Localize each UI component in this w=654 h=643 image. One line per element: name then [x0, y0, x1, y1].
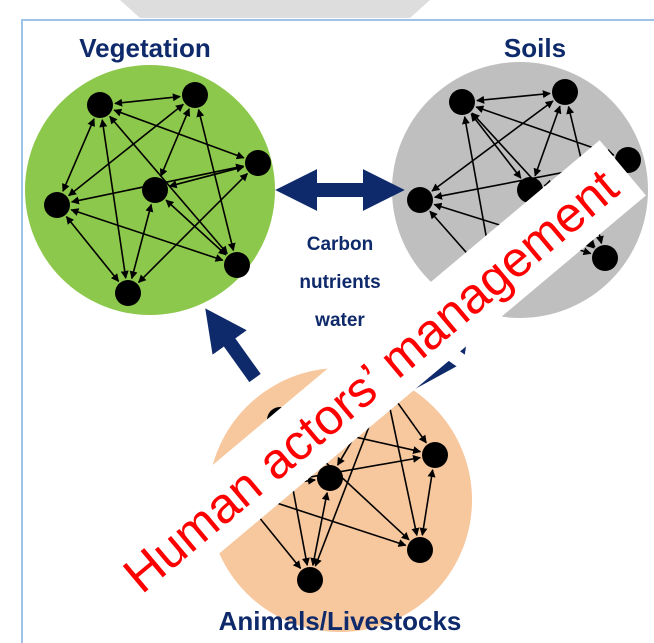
node-dot: [407, 187, 433, 213]
node-dot: [297, 567, 323, 593]
node-dot: [87, 92, 113, 118]
exchange-arrow: [205, 308, 261, 383]
node-dot: [552, 79, 578, 105]
cropped-logo: [120, 0, 430, 18]
node-dot: [407, 537, 433, 563]
node-dot: [592, 245, 618, 271]
node-dot: [115, 280, 141, 306]
edge: [419, 469, 436, 536]
frame: [21, 19, 654, 643]
node-dot: [142, 177, 168, 203]
node-dot: [224, 252, 250, 278]
flow-label: Carbon: [307, 234, 374, 255]
node-dot: [422, 442, 448, 468]
node-dot: [182, 82, 208, 108]
edge: [114, 93, 181, 107]
banner-bg: [94, 140, 646, 620]
flow-label: water: [314, 310, 365, 331]
node-title: Soils: [504, 33, 566, 63]
edge: [476, 90, 551, 104]
node-dot: [245, 150, 271, 176]
node-dot: [317, 465, 343, 491]
node-dot: [449, 89, 475, 115]
flow-label: nutrients: [299, 272, 380, 293]
node-title: Animals/Livestocks: [219, 606, 462, 636]
node-title: Vegetation: [79, 33, 210, 63]
node-dot: [44, 192, 70, 218]
edge: [65, 216, 120, 282]
